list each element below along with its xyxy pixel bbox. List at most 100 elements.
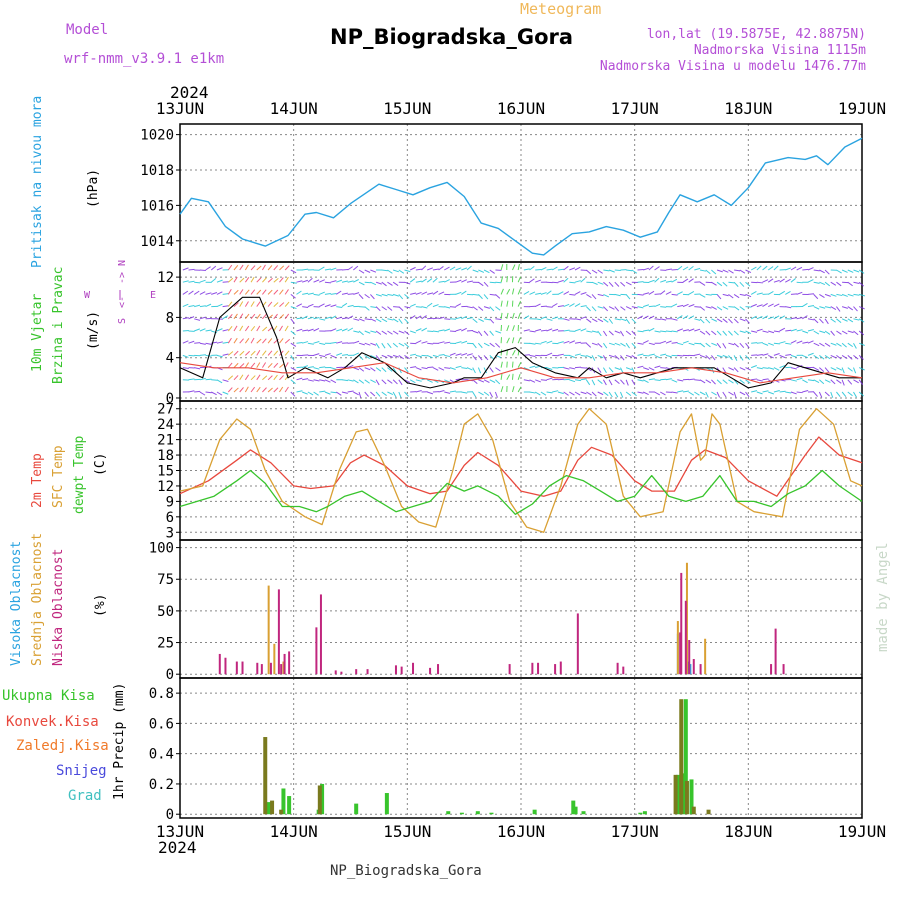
wind-arrow [182, 367, 189, 369]
wind-arrow [370, 281, 377, 286]
wind-arrow [585, 379, 591, 386]
wind-arrow [511, 361, 514, 368]
wind-arrow [728, 306, 735, 308]
wind-arrow [404, 354, 410, 360]
wind-arrow [807, 279, 814, 283]
wind-arrow [756, 292, 763, 295]
wind-arrow [478, 269, 485, 273]
wind-arrow [660, 378, 667, 381]
wind-arrow [694, 342, 701, 345]
wind-arrow [483, 306, 490, 309]
wind-arrow [296, 328, 303, 332]
wind-arrow [227, 301, 233, 307]
x-tick-label-top: 17JUN [611, 99, 659, 118]
wind-arrow [694, 306, 701, 308]
wind-arrow [750, 303, 757, 308]
wind-arrow [563, 265, 569, 271]
wind-arrow [358, 294, 364, 300]
wind-arrow [500, 276, 504, 283]
wind-arrow [614, 342, 621, 346]
wind-arrow [739, 379, 745, 384]
temperature-ytick-label: 12 [157, 479, 174, 495]
wind-arrow [284, 362, 289, 368]
wind-arrow [483, 355, 489, 361]
wind-arrow [398, 391, 402, 398]
wind-arrow [836, 379, 842, 384]
wind-arrow [336, 279, 343, 283]
wind-arrow [546, 268, 553, 271]
wind-arrow [449, 390, 456, 393]
wind-arrow [665, 268, 672, 271]
wind-arrow [603, 269, 610, 272]
wind-arrow [853, 269, 860, 273]
wind-arrow [802, 330, 809, 334]
wind-arrow [813, 318, 819, 324]
wind-arrow [511, 288, 515, 295]
wind-arrow [603, 281, 609, 287]
wind-arrow [375, 355, 381, 361]
wind-arrow [227, 375, 234, 381]
precip-bar-0 [581, 811, 586, 815]
wind-arrow [569, 340, 575, 344]
wind-arrow [409, 303, 416, 308]
wind-arrow [506, 276, 509, 283]
wind-arrow [711, 342, 718, 346]
wind-panel: 0 4 8 12 [157, 261, 866, 407]
wind-arrow [665, 291, 672, 295]
wind-arrow [802, 341, 809, 344]
wind-arrow [830, 354, 837, 359]
wind-arrow [432, 330, 439, 333]
wind-arrow [410, 292, 417, 295]
wind-arrow [586, 391, 592, 396]
wind-arrow [273, 313, 278, 320]
wind-arrow [802, 268, 809, 271]
wind-arrow [819, 367, 825, 372]
wind-arrow [233, 302, 239, 307]
clouds-bar-2 [288, 651, 291, 675]
wind-arrow [398, 306, 404, 312]
wind-arrow [387, 379, 393, 384]
wind-arrow [267, 375, 273, 381]
wind-arrow [841, 391, 847, 397]
wind-arrow [847, 379, 853, 385]
wind-arrow [250, 313, 256, 320]
wind-arrow [250, 325, 256, 332]
wind-arrow [677, 342, 684, 346]
wind-arrow [756, 342, 763, 344]
wind-arrow [705, 306, 712, 309]
temperature-ytick-label: 21 [157, 433, 174, 449]
wind-arrow [557, 279, 564, 283]
precip-panel: 0 0.2 0.4 0.6 0.8 [149, 677, 863, 823]
wind-arrow [353, 292, 360, 295]
wind-arrow [381, 330, 388, 335]
wind-arrow [330, 315, 337, 320]
wind-arrow [216, 379, 223, 384]
precip-bar-1 [270, 800, 275, 815]
wind-arrow [478, 306, 484, 311]
wind-arrow [279, 289, 284, 295]
wind-arrow [626, 269, 633, 272]
wind-arrow [642, 340, 649, 344]
wind-arrow [699, 330, 706, 335]
wind-arrow [279, 375, 284, 381]
wind-arrow [620, 367, 624, 374]
wind-arrow [261, 362, 267, 368]
wind-arrow [552, 316, 559, 320]
wind-arrow [455, 365, 462, 369]
wind-arrow [358, 355, 364, 361]
wind-arrow [756, 379, 763, 382]
wind-arrow [671, 379, 678, 383]
wind-arrow [614, 330, 621, 334]
wind-arrow [216, 279, 223, 283]
wind-arrow [523, 329, 530, 332]
wind-arrow [716, 294, 722, 300]
wind-arrow [540, 292, 547, 295]
wind-arrow [426, 278, 433, 283]
wind-arrow [711, 391, 717, 396]
wind-arrow [779, 390, 786, 393]
wind-arrow [540, 267, 547, 271]
wind-arrow [739, 367, 746, 371]
wind-arrow [557, 305, 564, 308]
wind-arrow [574, 328, 581, 332]
wind-arrow [546, 318, 553, 321]
